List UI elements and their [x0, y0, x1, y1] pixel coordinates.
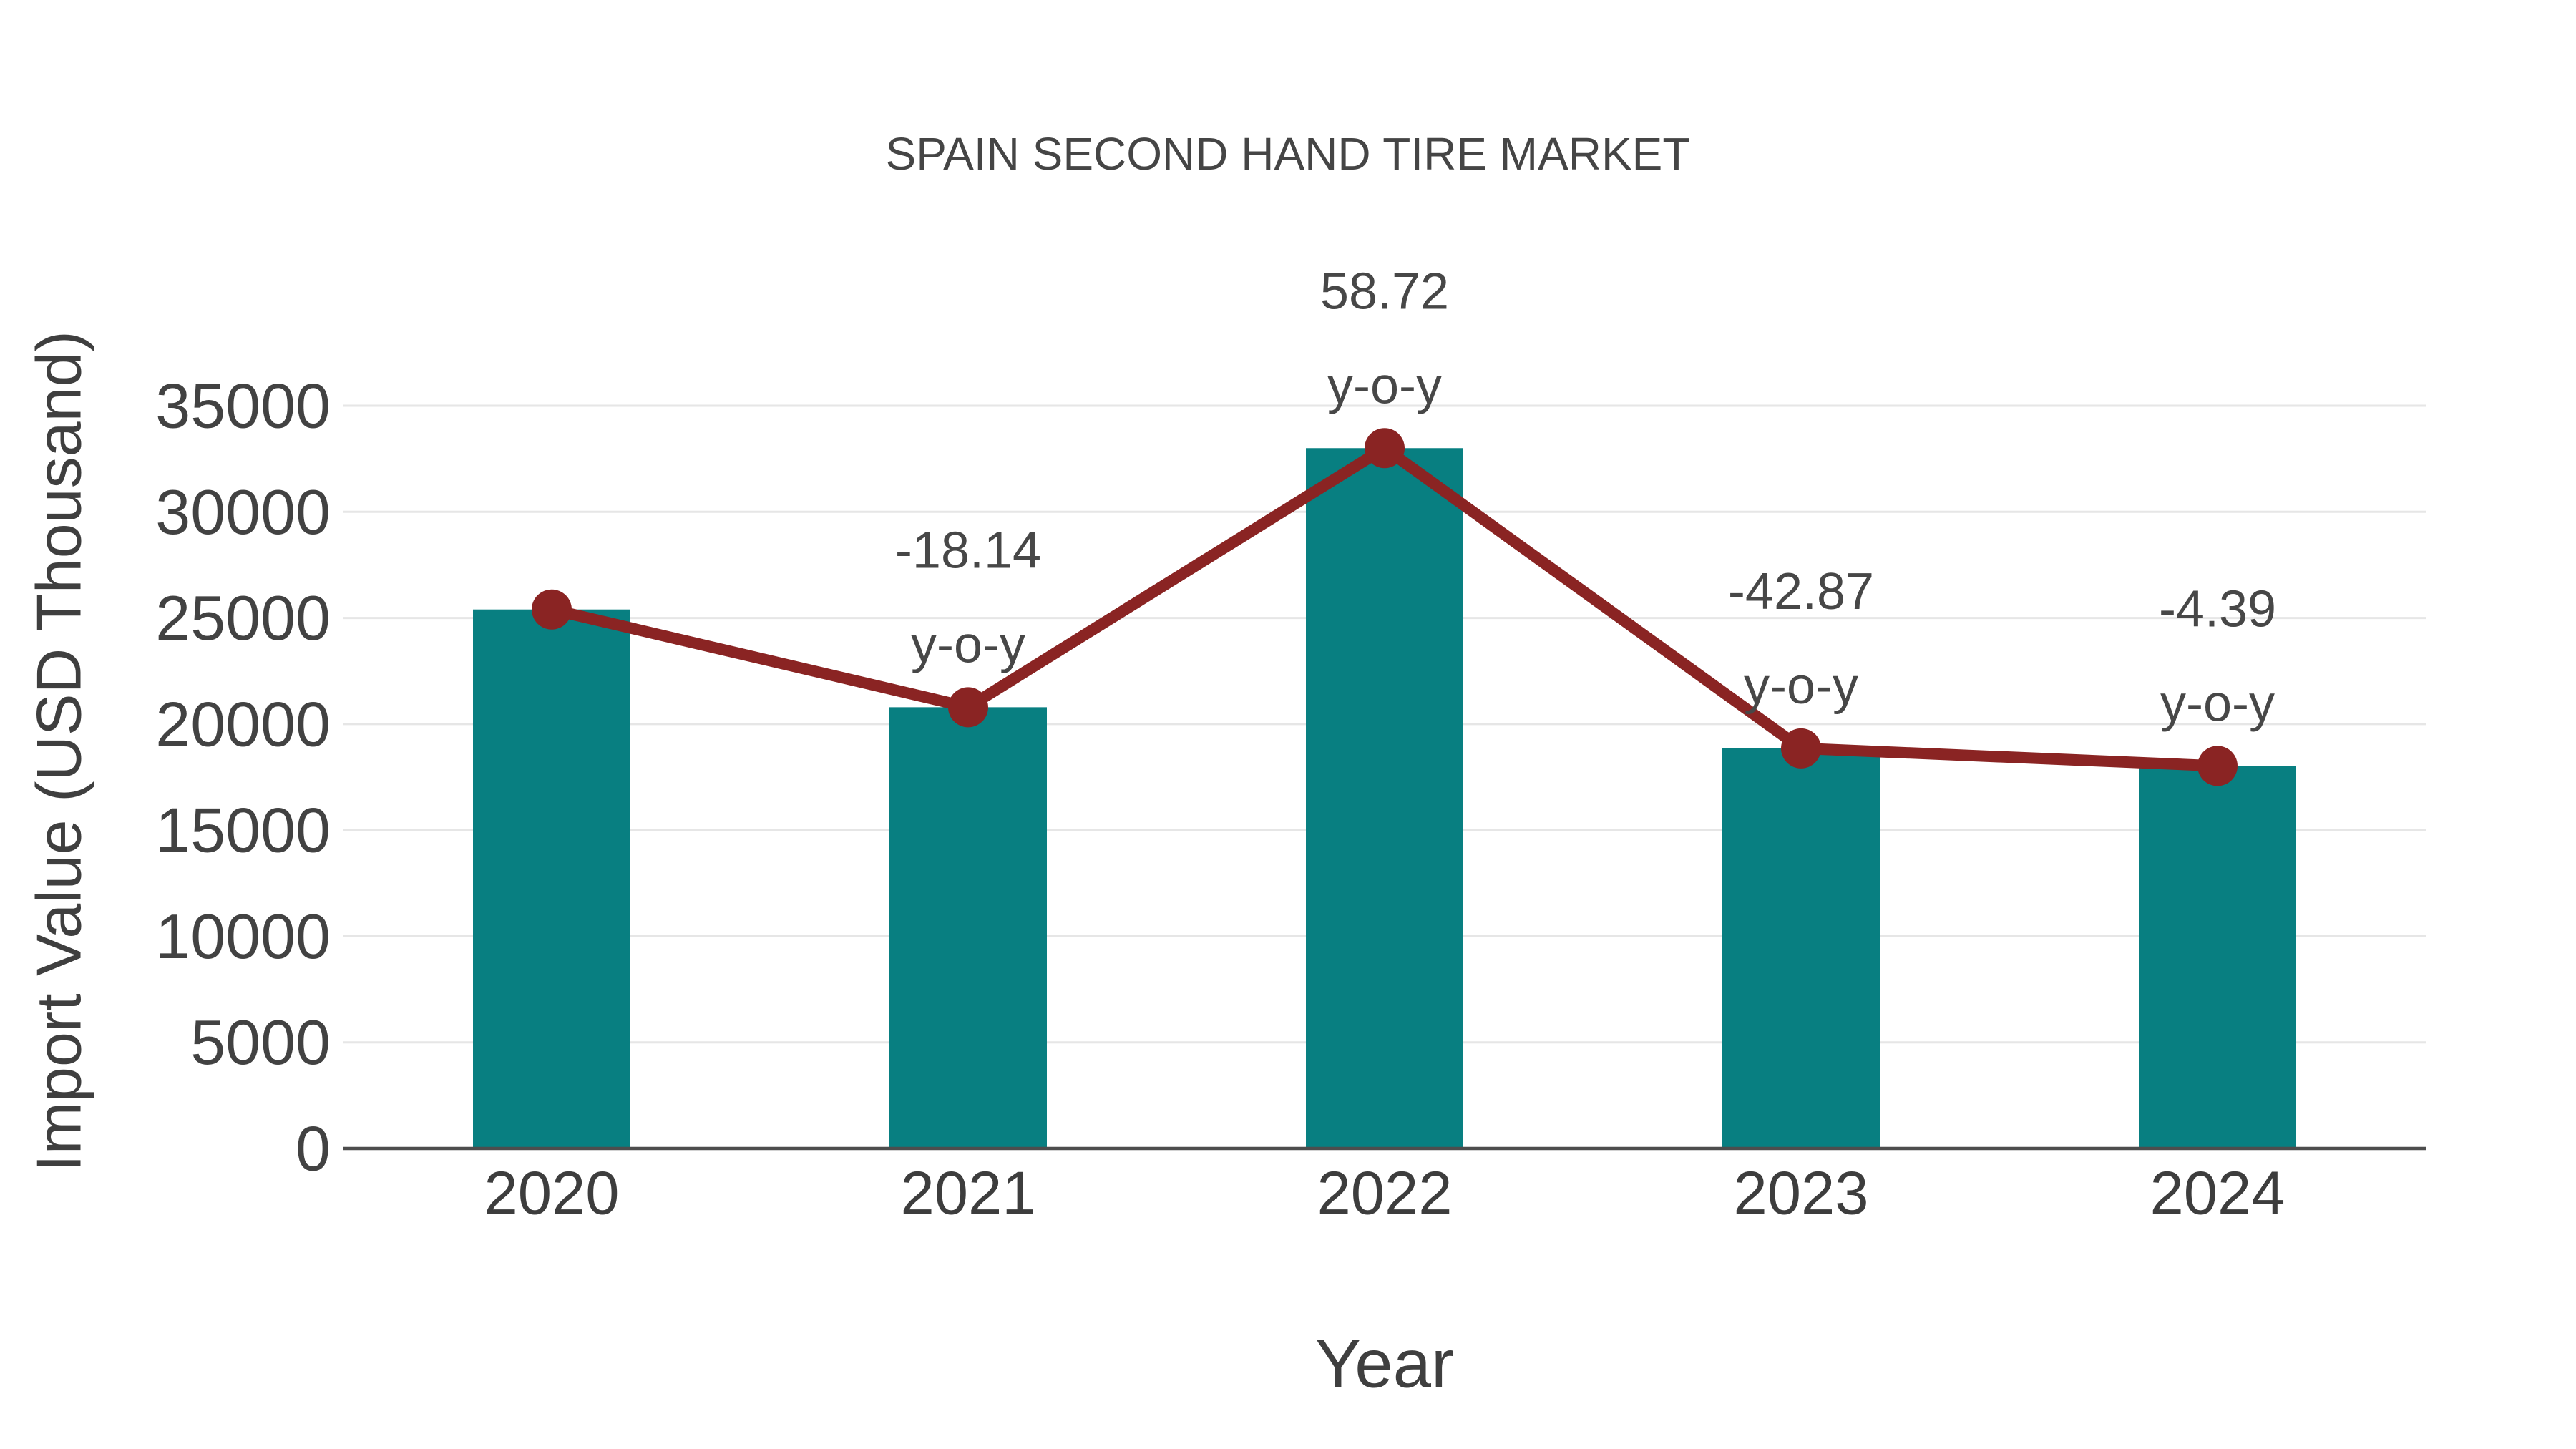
y-tick-label-0: 0 — [296, 1113, 331, 1184]
x-axis-title: Year — [1315, 1326, 1454, 1402]
tick-labels: 0 5000 10000 15000 20000 25000 30000 35000 2020 2… — [155, 371, 2285, 1228]
annotation-yoy-2022: y-o-y — [1327, 357, 1442, 414]
y-tick-label-15000: 15000 — [155, 795, 331, 866]
annotation-yoy-2023: y-o-y — [1744, 658, 1858, 715]
annotation-yoy-2021: y-o-y — [911, 616, 1025, 673]
line-series — [532, 428, 2238, 786]
marker-2020 — [532, 589, 572, 630]
marker-2021 — [948, 687, 988, 728]
x-tick-label-2024: 2024 — [2150, 1160, 2285, 1228]
annotation-value-2022: 58.72 — [1320, 263, 1449, 320]
y-axis-title: Import Value (USD Thousand) — [24, 331, 94, 1172]
x-tick-label-2021: 2021 — [900, 1160, 1035, 1228]
x-tick-label-2023: 2023 — [1733, 1160, 1868, 1228]
annotation-yoy-2024: y-o-y — [2160, 675, 2275, 732]
bar-2023 — [1722, 748, 1880, 1148]
y-tick-label-30000: 30000 — [155, 477, 331, 547]
y-tick-label-10000: 10000 — [155, 901, 331, 972]
y-tick-label-35000: 35000 — [155, 371, 331, 441]
marker-2023 — [1781, 728, 1821, 769]
bar-2022 — [1306, 448, 1463, 1148]
y-tick-label-20000: 20000 — [155, 688, 331, 759]
bar-2024 — [2139, 766, 2296, 1148]
chart-title: SPAIN SECOND HAND TIRE MARKET — [886, 128, 1691, 180]
x-tick-label-2020: 2020 — [484, 1160, 619, 1228]
x-tick-label-2022: 2022 — [1317, 1160, 1452, 1228]
bar-2021 — [889, 707, 1047, 1148]
marker-2022 — [1365, 428, 1405, 469]
y-tick-label-25000: 25000 — [155, 582, 331, 653]
yoy-annotations: -18.14 y-o-y 58.72 y-o-y -42.87 y-o-y -4.39 y-o… — [895, 263, 2276, 732]
bar-series — [473, 448, 2296, 1148]
annotation-value-2024: -4.39 — [2159, 580, 2276, 638]
annotation-value-2023: -42.87 — [1728, 563, 1874, 620]
marker-2024 — [2197, 746, 2238, 786]
annotation-value-2021: -18.14 — [895, 522, 1041, 579]
y-tick-label-5000: 5000 — [190, 1007, 331, 1078]
bar-2020 — [473, 609, 630, 1148]
